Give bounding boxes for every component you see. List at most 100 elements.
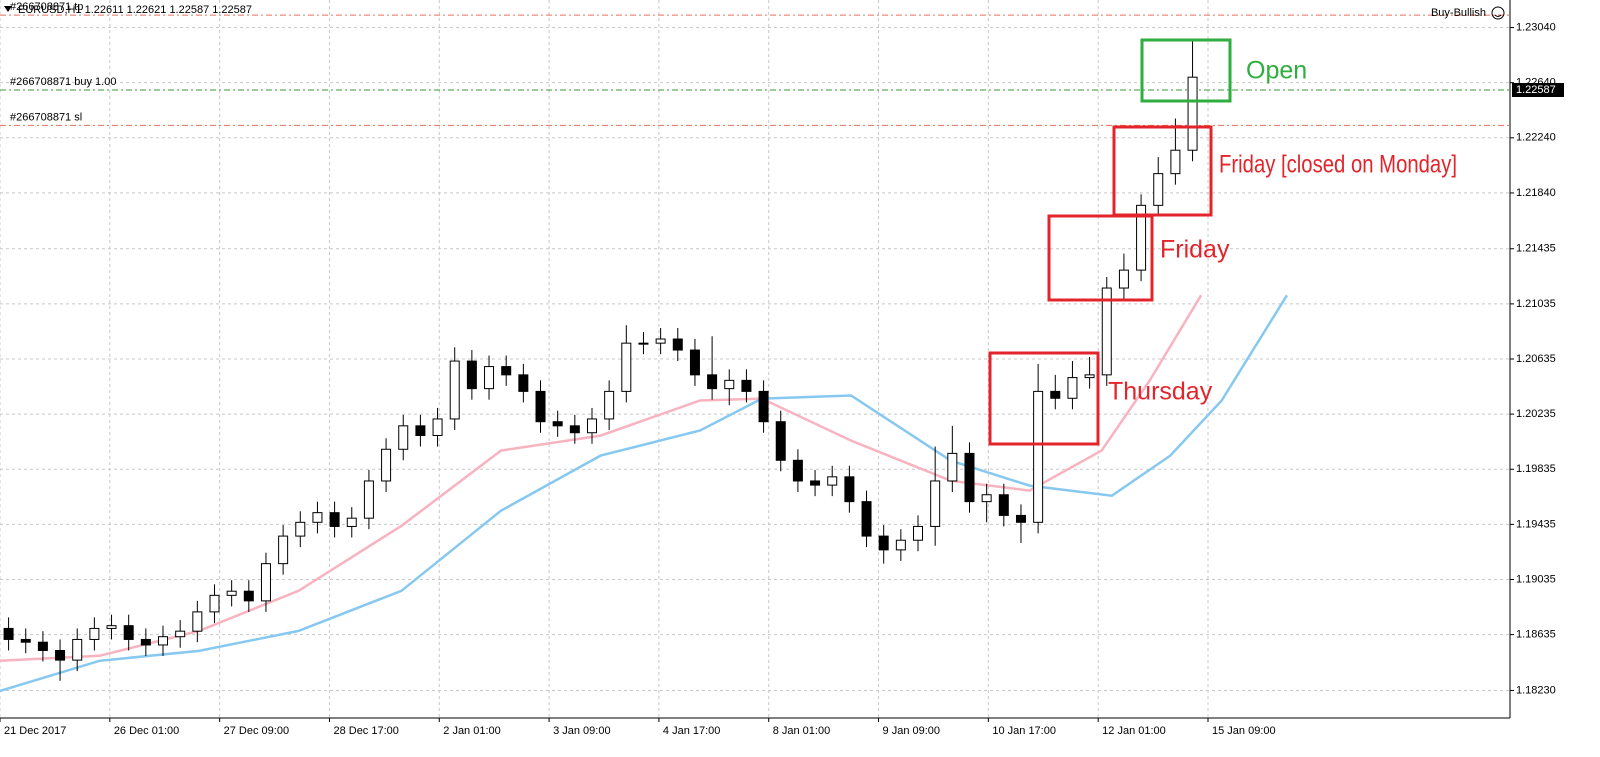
- y-tick-label: 1.21840: [1516, 187, 1556, 199]
- candle-body: [672, 338, 683, 351]
- annotation-box: [1047, 214, 1154, 302]
- candle-body: [192, 611, 203, 632]
- x-tick-label: 10 Jan 17:00: [992, 725, 1056, 737]
- candle-body: [484, 366, 495, 390]
- order-label: #266708871 tp: [10, 1, 83, 13]
- annotation-box: [1112, 125, 1213, 217]
- candle-body: [1015, 514, 1026, 523]
- candle-body: [792, 459, 803, 482]
- smiley: [1491, 6, 1505, 20]
- candle-body: [758, 390, 769, 423]
- candle-body: [72, 638, 83, 661]
- annotation: Thursday: [1108, 378, 1213, 406]
- candle-body: [209, 594, 220, 613]
- y-tick-label: 1.20635: [1516, 353, 1556, 365]
- candle-body: [724, 379, 735, 390]
- candle-body: [947, 452, 958, 482]
- y-tick-label: 1.19435: [1516, 518, 1556, 530]
- x-tick-label: 9 Jan 09:00: [883, 725, 941, 737]
- candle-body: [20, 638, 31, 643]
- candle-body: [1033, 390, 1044, 523]
- order-label: #266708871 buy 1.00: [10, 76, 116, 88]
- candle-body: [415, 425, 426, 436]
- candle-body: [535, 390, 546, 423]
- candle-body: [1067, 377, 1078, 399]
- candle-body: [861, 501, 872, 537]
- candle-body: [175, 630, 186, 638]
- candle-body: [810, 480, 821, 486]
- candle-body: [844, 476, 855, 503]
- candle-body: [363, 480, 374, 519]
- x-tick-label: 21 Dec 2017: [4, 725, 66, 737]
- candle-body: [432, 418, 443, 436]
- candle-body: [689, 349, 700, 376]
- candle-body: [37, 641, 48, 651]
- candle-body: [260, 563, 271, 602]
- candle-body: [707, 374, 718, 390]
- candle-body: [1050, 390, 1061, 399]
- y-tick-label: 1.22240: [1516, 132, 1556, 144]
- x-tick-label: 26 Dec 01:00: [114, 725, 179, 737]
- candle-body: [346, 517, 357, 527]
- candle-body: [1170, 149, 1181, 175]
- candle-body: [381, 448, 392, 482]
- candle-body: [295, 521, 306, 537]
- candle-body: [827, 476, 838, 486]
- y-tick-label: 1.23040: [1516, 21, 1556, 33]
- candle-body: [930, 480, 941, 527]
- candle-body: [123, 625, 134, 640]
- x-tick-label: 15 Jan 09:00: [1212, 725, 1276, 737]
- price-tag: [1512, 82, 1564, 97]
- candle-body: [329, 512, 340, 527]
- candle-body: [552, 421, 563, 427]
- y-tick-label: 1.20235: [1516, 408, 1556, 420]
- candle-body: [55, 649, 66, 661]
- candle-body: [3, 627, 14, 640]
- candle-body: [964, 452, 975, 503]
- candle-body: [998, 494, 1009, 516]
- x-tick-label: 27 Dec 09:00: [224, 725, 289, 737]
- y-tick-label: 1.19835: [1516, 463, 1556, 475]
- y-tick-label: 1.19035: [1516, 573, 1556, 585]
- candle-body: [1084, 374, 1095, 379]
- candle-body: [586, 418, 597, 434]
- indicator-name: Buy-Bullish: [1431, 7, 1486, 19]
- candle-body: [1118, 269, 1129, 289]
- candle-body: [518, 374, 529, 392]
- candle-body: [981, 494, 992, 503]
- price-tag-label: 1.22587: [1516, 84, 1556, 96]
- candle-body: [398, 425, 409, 450]
- candle-body: [226, 590, 237, 596]
- x-tick-label: 8 Jan 01:00: [773, 725, 831, 737]
- annotation: Friday: [1160, 236, 1230, 264]
- candle-body: [638, 342, 649, 345]
- candle-body: [604, 390, 615, 420]
- candle-body: [655, 338, 666, 344]
- candle-body: [158, 636, 169, 646]
- moving-average: [0, 294, 1203, 663]
- menu-icon[interactable]: [4, 6, 12, 12]
- candle-body: [1136, 204, 1147, 271]
- candle-body: [569, 425, 580, 434]
- annotation-box: [988, 351, 1100, 446]
- candle-body: [140, 638, 151, 646]
- x-tick-label: 12 Jan 01:00: [1102, 725, 1166, 737]
- candle-body: [1153, 173, 1164, 206]
- candle-body: [913, 525, 924, 541]
- candle-body: [466, 360, 477, 390]
- candle-body: [243, 590, 254, 602]
- x-tick-label: 28 Dec 17:00: [333, 725, 398, 737]
- header: EURUSD,H1 1.22611 1.22621 1.22587 1.2258…: [18, 4, 252, 16]
- annotation-box: [1140, 38, 1232, 103]
- moving-average: [0, 294, 1288, 693]
- candle-body: [1187, 76, 1198, 151]
- y-tick-label: 1.18635: [1516, 629, 1556, 641]
- x-tick-label: 4 Jan 17:00: [663, 725, 721, 737]
- candle-body: [895, 539, 906, 551]
- x-tick-label: 2 Jan 01:00: [443, 725, 501, 737]
- candle-body: [775, 421, 786, 461]
- candle-body: [278, 535, 289, 565]
- grid: [0, 0, 1510, 718]
- candle-body: [741, 379, 752, 392]
